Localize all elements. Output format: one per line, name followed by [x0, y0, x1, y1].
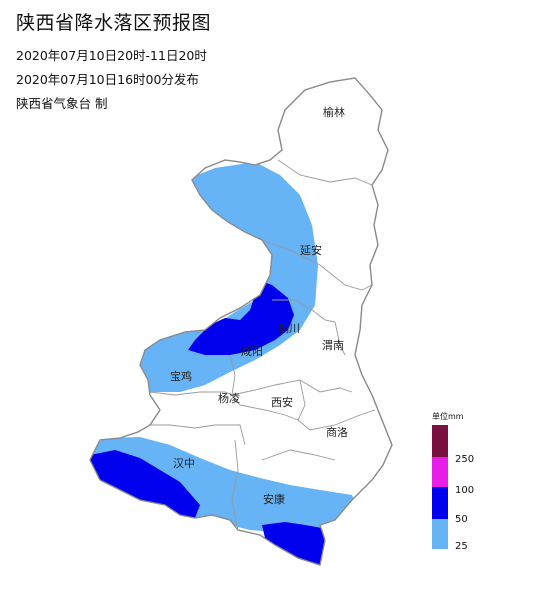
legend-swatch-250: [432, 425, 448, 457]
valid-period: 2020年07月10日20时-11日20时: [16, 48, 207, 63]
label-yulin: 榆林: [323, 105, 345, 119]
map-title: 陕西省降水落区预报图: [16, 12, 212, 34]
label-hanzhong: 汉中: [173, 457, 195, 470]
legend-unit: 单位mm: [432, 412, 464, 421]
legend-swatch-50: [432, 487, 448, 519]
issue-time: 2020年07月10日16时00分发布: [16, 72, 199, 87]
label-yanan: 延安: [300, 243, 322, 257]
legend-label-50: 50: [455, 514, 468, 525]
city-boundaries: [149, 159, 376, 531]
label-baoji: 宝鸡: [170, 369, 192, 383]
legend-label-25: 25: [455, 541, 468, 552]
legend-bar: [432, 425, 448, 549]
rain-area-50-hanzhong: [90, 450, 200, 518]
label-yangling: 杨凌: [218, 391, 240, 405]
issuer: 陕西省气象台 制: [16, 96, 108, 111]
legend-label-100: 100: [455, 485, 475, 496]
label-tongchuan: 铜川: [278, 321, 300, 335]
rain-area-50-north: [188, 280, 294, 355]
label-weinan: 渭南: [322, 339, 344, 352]
label-xian: 西安: [271, 395, 293, 409]
rain-area-25-south: [90, 437, 356, 532]
legend-label-250: 250: [455, 454, 475, 465]
label-ankang: 安康: [263, 492, 285, 506]
label-shangluo: 商洛: [326, 425, 348, 439]
rain-area-50-ankang: [262, 522, 325, 565]
label-xianyang: 咸阳: [241, 345, 263, 358]
legend-swatch-25: [432, 519, 448, 549]
legend-swatch-100: [432, 457, 448, 487]
